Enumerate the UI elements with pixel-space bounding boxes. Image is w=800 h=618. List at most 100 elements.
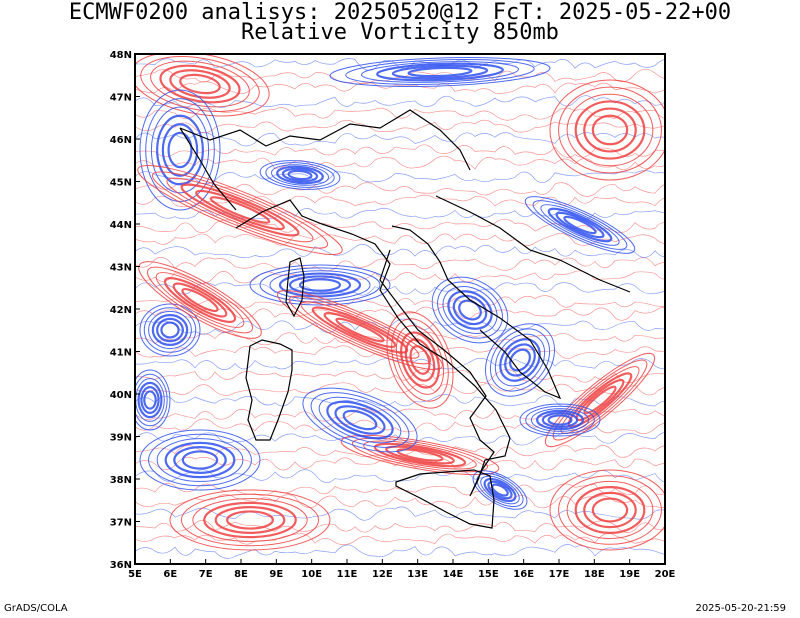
negative-contour (287, 169, 313, 181)
negative-contour (265, 162, 335, 188)
negative-contour (310, 392, 410, 448)
negative-contour (391, 64, 489, 80)
negative-contour (329, 56, 551, 88)
negative-contour (326, 400, 394, 440)
positive-contour (552, 359, 648, 441)
negative-contour (148, 433, 252, 487)
background-contour (135, 257, 665, 272)
negative-contour (167, 131, 193, 169)
lat-tick-label: 42N (110, 305, 132, 316)
negative-contour (278, 272, 362, 298)
corsica-coastline (285, 257, 305, 318)
background-contour (135, 232, 665, 246)
negative-contour (302, 387, 418, 453)
negative-contour (541, 412, 579, 428)
lon-tick-label: 20E (655, 569, 676, 580)
negative-contour (437, 281, 503, 339)
negative-contour (407, 66, 473, 78)
sardinia-coastline (245, 339, 293, 441)
negative-contour (139, 429, 261, 491)
lon-tick-label: 18E (584, 569, 605, 580)
negative-contour (555, 211, 605, 239)
positive-contour (391, 318, 449, 402)
positive-contour (544, 352, 656, 448)
background-contour (135, 532, 665, 545)
positive-contour (574, 486, 646, 534)
negative-contour (271, 164, 329, 186)
negative-contour (540, 204, 620, 246)
background-contour (135, 194, 665, 208)
longitude-axis: 5E 6E 7E 8E 9E 10E 11E 12E 13E 14E 15E 16E 17E 18E 19E… (128, 559, 676, 580)
positive-contour (409, 345, 431, 375)
lon-tick-label: 11E (337, 569, 358, 580)
negative-contour (509, 348, 531, 372)
positive-contour (591, 497, 629, 523)
positive-contour (583, 491, 637, 529)
lat-tick-label: 38N (110, 475, 132, 486)
negative-contour (151, 314, 189, 346)
positive-contour (146, 266, 254, 334)
vorticity-contours (135, 54, 665, 559)
negative-contour (135, 369, 171, 431)
negative-contour (276, 165, 324, 185)
positive-contour (566, 93, 654, 167)
positive-contour (363, 440, 477, 470)
positive-contour (172, 282, 228, 318)
negative-contour (345, 59, 535, 85)
negative-contour (143, 307, 197, 353)
negative-contour (160, 321, 180, 339)
negative-contour (145, 98, 215, 202)
background-contour (135, 95, 665, 108)
positive-contour (340, 434, 500, 476)
negative-contour (156, 317, 184, 343)
sicily-coastline (395, 469, 495, 529)
positive-contour (169, 489, 331, 551)
lat-tick-label: 48N (110, 50, 132, 61)
lon-tick-label: 8E (234, 569, 248, 580)
negative-contour (342, 409, 378, 431)
border-lines (179, 109, 631, 293)
negative-contour (525, 405, 595, 435)
lon-tick-label: 9E (269, 569, 283, 580)
negative-contour (487, 480, 513, 500)
positive-contour (181, 287, 219, 313)
lat-tick-label: 40N (110, 390, 132, 401)
lon-tick-label: 13E (407, 569, 428, 580)
positive-contour (566, 480, 654, 540)
negative-contour (156, 438, 244, 482)
negative-contour (489, 328, 551, 392)
positive-contour (558, 475, 662, 545)
positive-contour (560, 366, 640, 434)
positive-contour (151, 171, 329, 249)
positive-contour (386, 311, 454, 409)
negative-contour (137, 381, 163, 419)
lon-tick-label: 14E (443, 569, 464, 580)
negative-contour (536, 409, 584, 431)
negative-contour (269, 270, 371, 300)
italy-adriatic-coastline (391, 225, 562, 400)
background-contour (135, 81, 665, 95)
positive-contour (180, 183, 300, 237)
negative-contour (472, 470, 528, 510)
lon-tick-label: 12E (372, 569, 393, 580)
background-contour (135, 394, 665, 407)
positive-contour (137, 165, 343, 255)
negative-contour (156, 114, 204, 186)
negative-contour (360, 61, 520, 83)
lat-tick-label: 44N (110, 220, 132, 231)
positive-contour (179, 73, 221, 95)
background-contour (135, 181, 665, 197)
negative-contour (249, 264, 391, 306)
lon-tick-label: 6E (163, 569, 177, 580)
negative-contour (547, 414, 573, 426)
positive-contour (549, 79, 665, 181)
background-contour (135, 382, 665, 396)
lat-tick-label: 41N (110, 348, 132, 359)
background-contour (135, 282, 665, 296)
chart-subtitle: Relative Vorticity 850mb (241, 20, 559, 45)
positive-contour (166, 177, 314, 243)
negative-contour (504, 343, 536, 377)
lat-tick-label: 47N (110, 93, 132, 104)
negative-contour (135, 373, 168, 427)
background-contour (135, 431, 665, 446)
